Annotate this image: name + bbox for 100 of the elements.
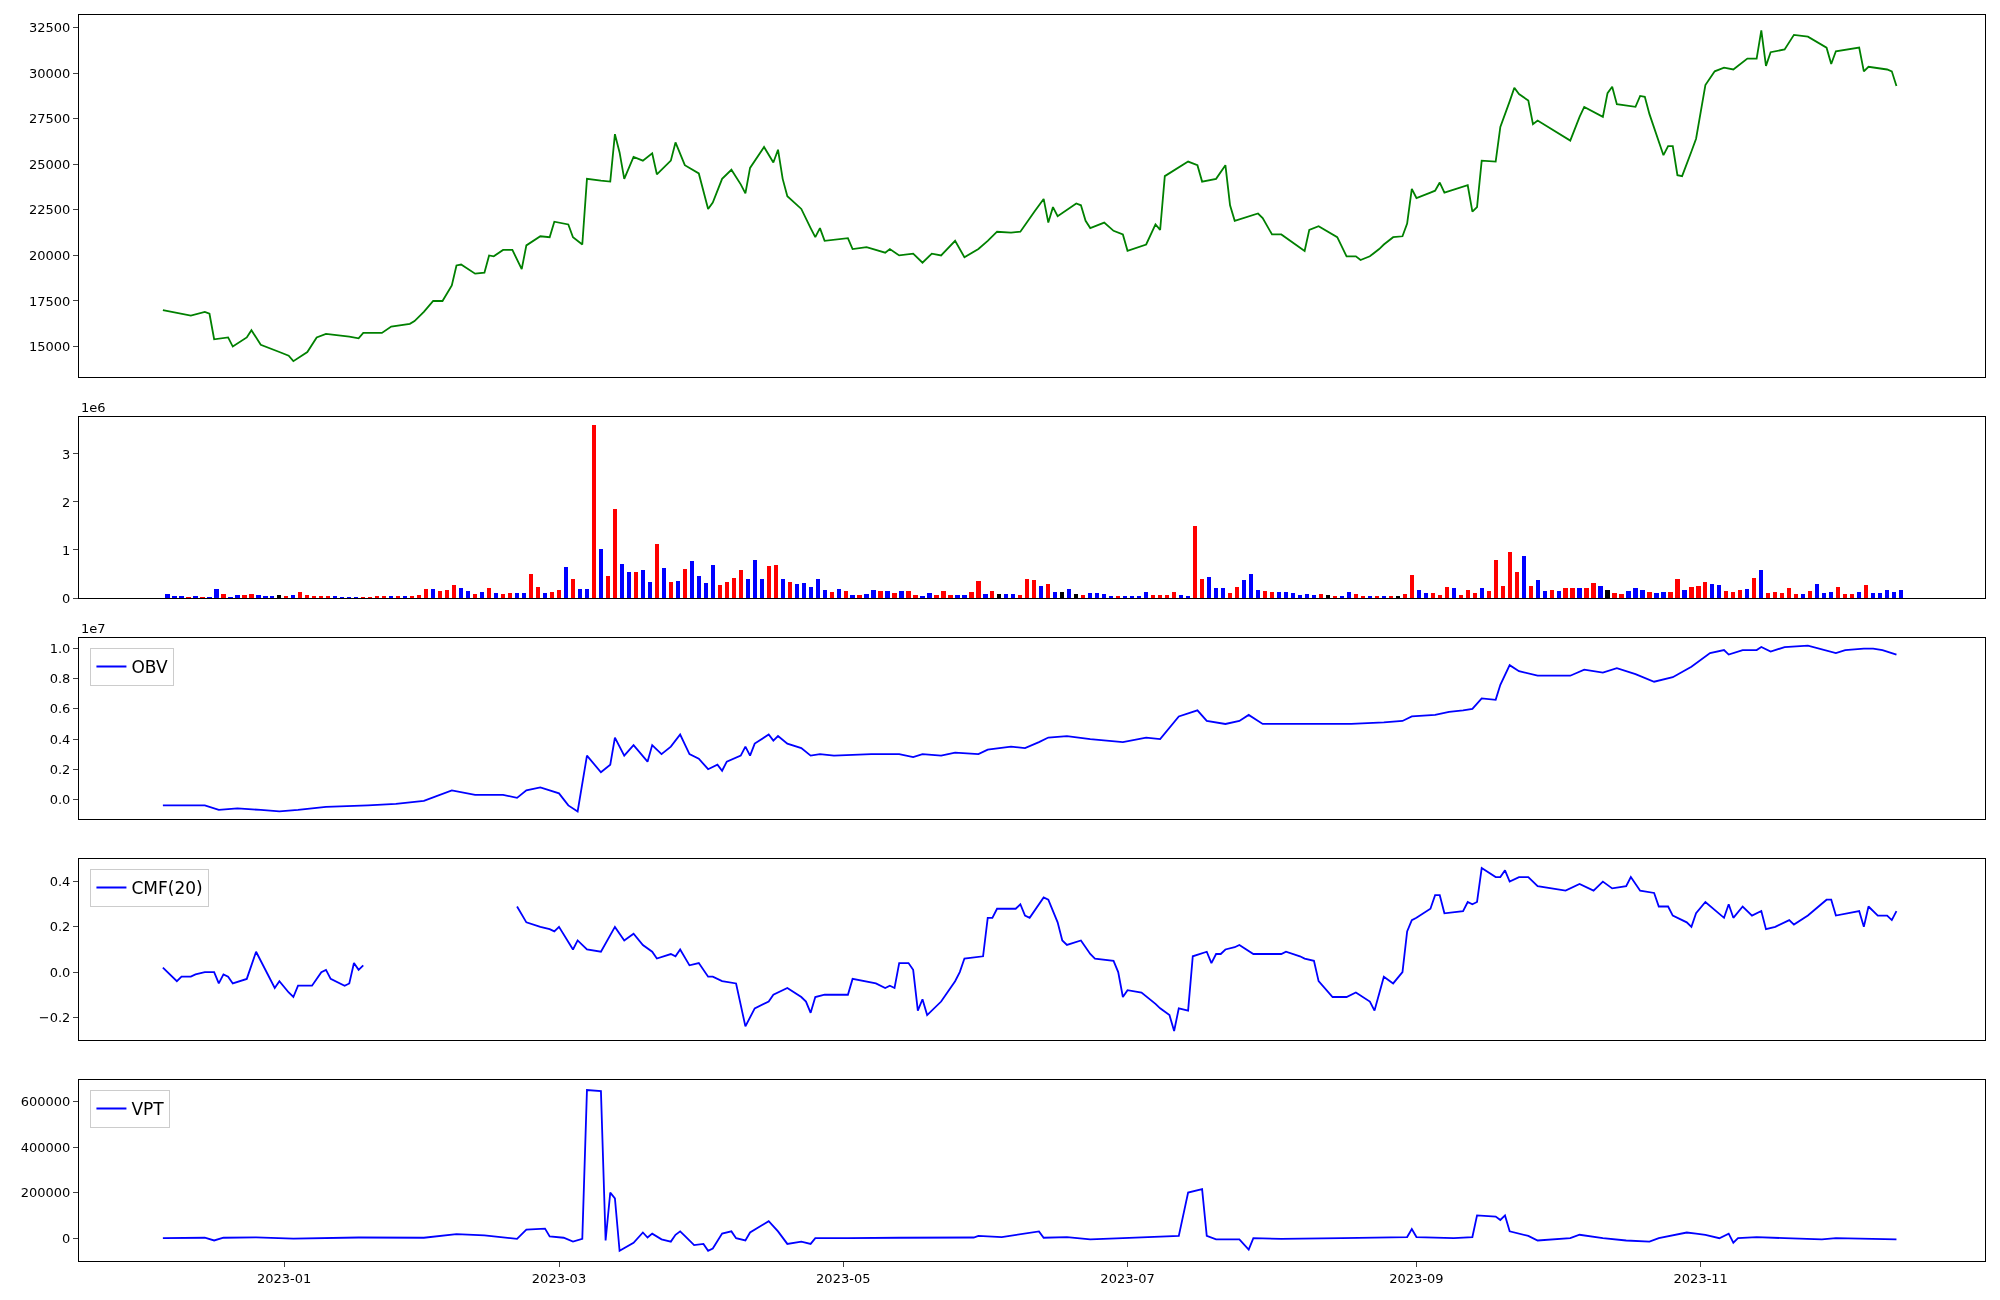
bar (1759, 570, 1763, 598)
bar (1067, 589, 1071, 598)
bar (529, 574, 533, 598)
bar (788, 582, 792, 598)
bar (1829, 592, 1833, 598)
bar (557, 590, 561, 598)
bar (613, 509, 617, 598)
bar (1144, 592, 1148, 598)
bar (913, 595, 918, 598)
bar (1235, 587, 1239, 598)
bar (816, 579, 820, 598)
bar (1473, 593, 1477, 598)
bar (1710, 584, 1714, 598)
y-tick-label: 1 (62, 542, 71, 558)
bar (1424, 593, 1428, 598)
bar (165, 594, 170, 598)
bar (1864, 585, 1868, 598)
bar (1445, 587, 1449, 598)
bar (1193, 526, 1197, 598)
bar (1466, 590, 1470, 598)
bar (1088, 593, 1092, 598)
bar (1228, 593, 1232, 598)
bar (795, 584, 799, 598)
bar (571, 579, 575, 598)
bar (1242, 580, 1246, 598)
bar (501, 594, 505, 598)
bar (711, 565, 715, 598)
bar (704, 583, 708, 598)
bar (1794, 594, 1798, 598)
bar (1207, 577, 1211, 598)
bar (1661, 592, 1666, 598)
y-tick-label: 0.2 (49, 919, 71, 935)
bar (431, 589, 435, 598)
bar (1612, 593, 1617, 598)
bar (1619, 594, 1624, 598)
bar (641, 570, 645, 598)
bar (718, 585, 722, 598)
bar (214, 589, 219, 598)
bar (1808, 591, 1812, 598)
bar (1850, 594, 1854, 598)
bar (948, 595, 953, 598)
bar (683, 569, 687, 598)
bar (746, 579, 750, 598)
y-tick-label: 0 (62, 1230, 71, 1246)
y-tick-label: 0.4 (49, 731, 71, 747)
bar (1780, 593, 1784, 598)
bar (1039, 586, 1043, 598)
bar (1878, 593, 1882, 598)
bar (990, 591, 994, 598)
bar (802, 583, 806, 598)
y-tick-label: 200000 (20, 1185, 71, 1201)
bar (1836, 587, 1840, 598)
bar (1151, 595, 1155, 598)
bar (669, 582, 673, 598)
bar (1563, 588, 1568, 598)
y-tick-label: 0.0 (49, 791, 71, 807)
bar (1871, 593, 1875, 598)
bar (424, 589, 428, 598)
bar (892, 593, 897, 598)
bar (1899, 590, 1903, 598)
bar (473, 594, 477, 598)
bar (599, 549, 603, 598)
bar (305, 595, 309, 598)
text: 1e7 (81, 621, 106, 636)
bar (725, 582, 729, 598)
bar (627, 572, 631, 598)
bar (1801, 594, 1805, 598)
bar (1682, 590, 1687, 598)
y-tick-label: −0.2 (38, 1009, 71, 1025)
bar (1004, 594, 1008, 598)
bar (606, 576, 610, 598)
bar (732, 578, 736, 598)
bar (1438, 595, 1442, 598)
bar (1494, 560, 1498, 598)
bar (1452, 588, 1456, 598)
bar (1501, 586, 1505, 598)
bar (941, 591, 946, 598)
bar (291, 595, 295, 598)
bar (1766, 593, 1770, 598)
bar (256, 595, 261, 598)
bar (564, 567, 568, 598)
bar (1675, 579, 1680, 598)
bar (242, 595, 247, 598)
bar (1731, 592, 1735, 598)
bar (774, 565, 778, 598)
bar (585, 589, 589, 598)
bar (662, 568, 666, 598)
bar (578, 589, 582, 598)
bar (417, 595, 421, 598)
bar (1053, 592, 1057, 598)
bar (1032, 580, 1036, 598)
x-tick-label: 2023-07 (1100, 1270, 1155, 1286)
bar (1081, 595, 1085, 598)
y-tick-label: 20000 (29, 247, 71, 263)
bar (1633, 588, 1638, 598)
bar (494, 593, 498, 598)
y-tick-label: 0 (62, 590, 71, 606)
bar (1515, 572, 1519, 598)
bar (1647, 592, 1652, 598)
x-tick-label: 2023-09 (1389, 1270, 1444, 1286)
